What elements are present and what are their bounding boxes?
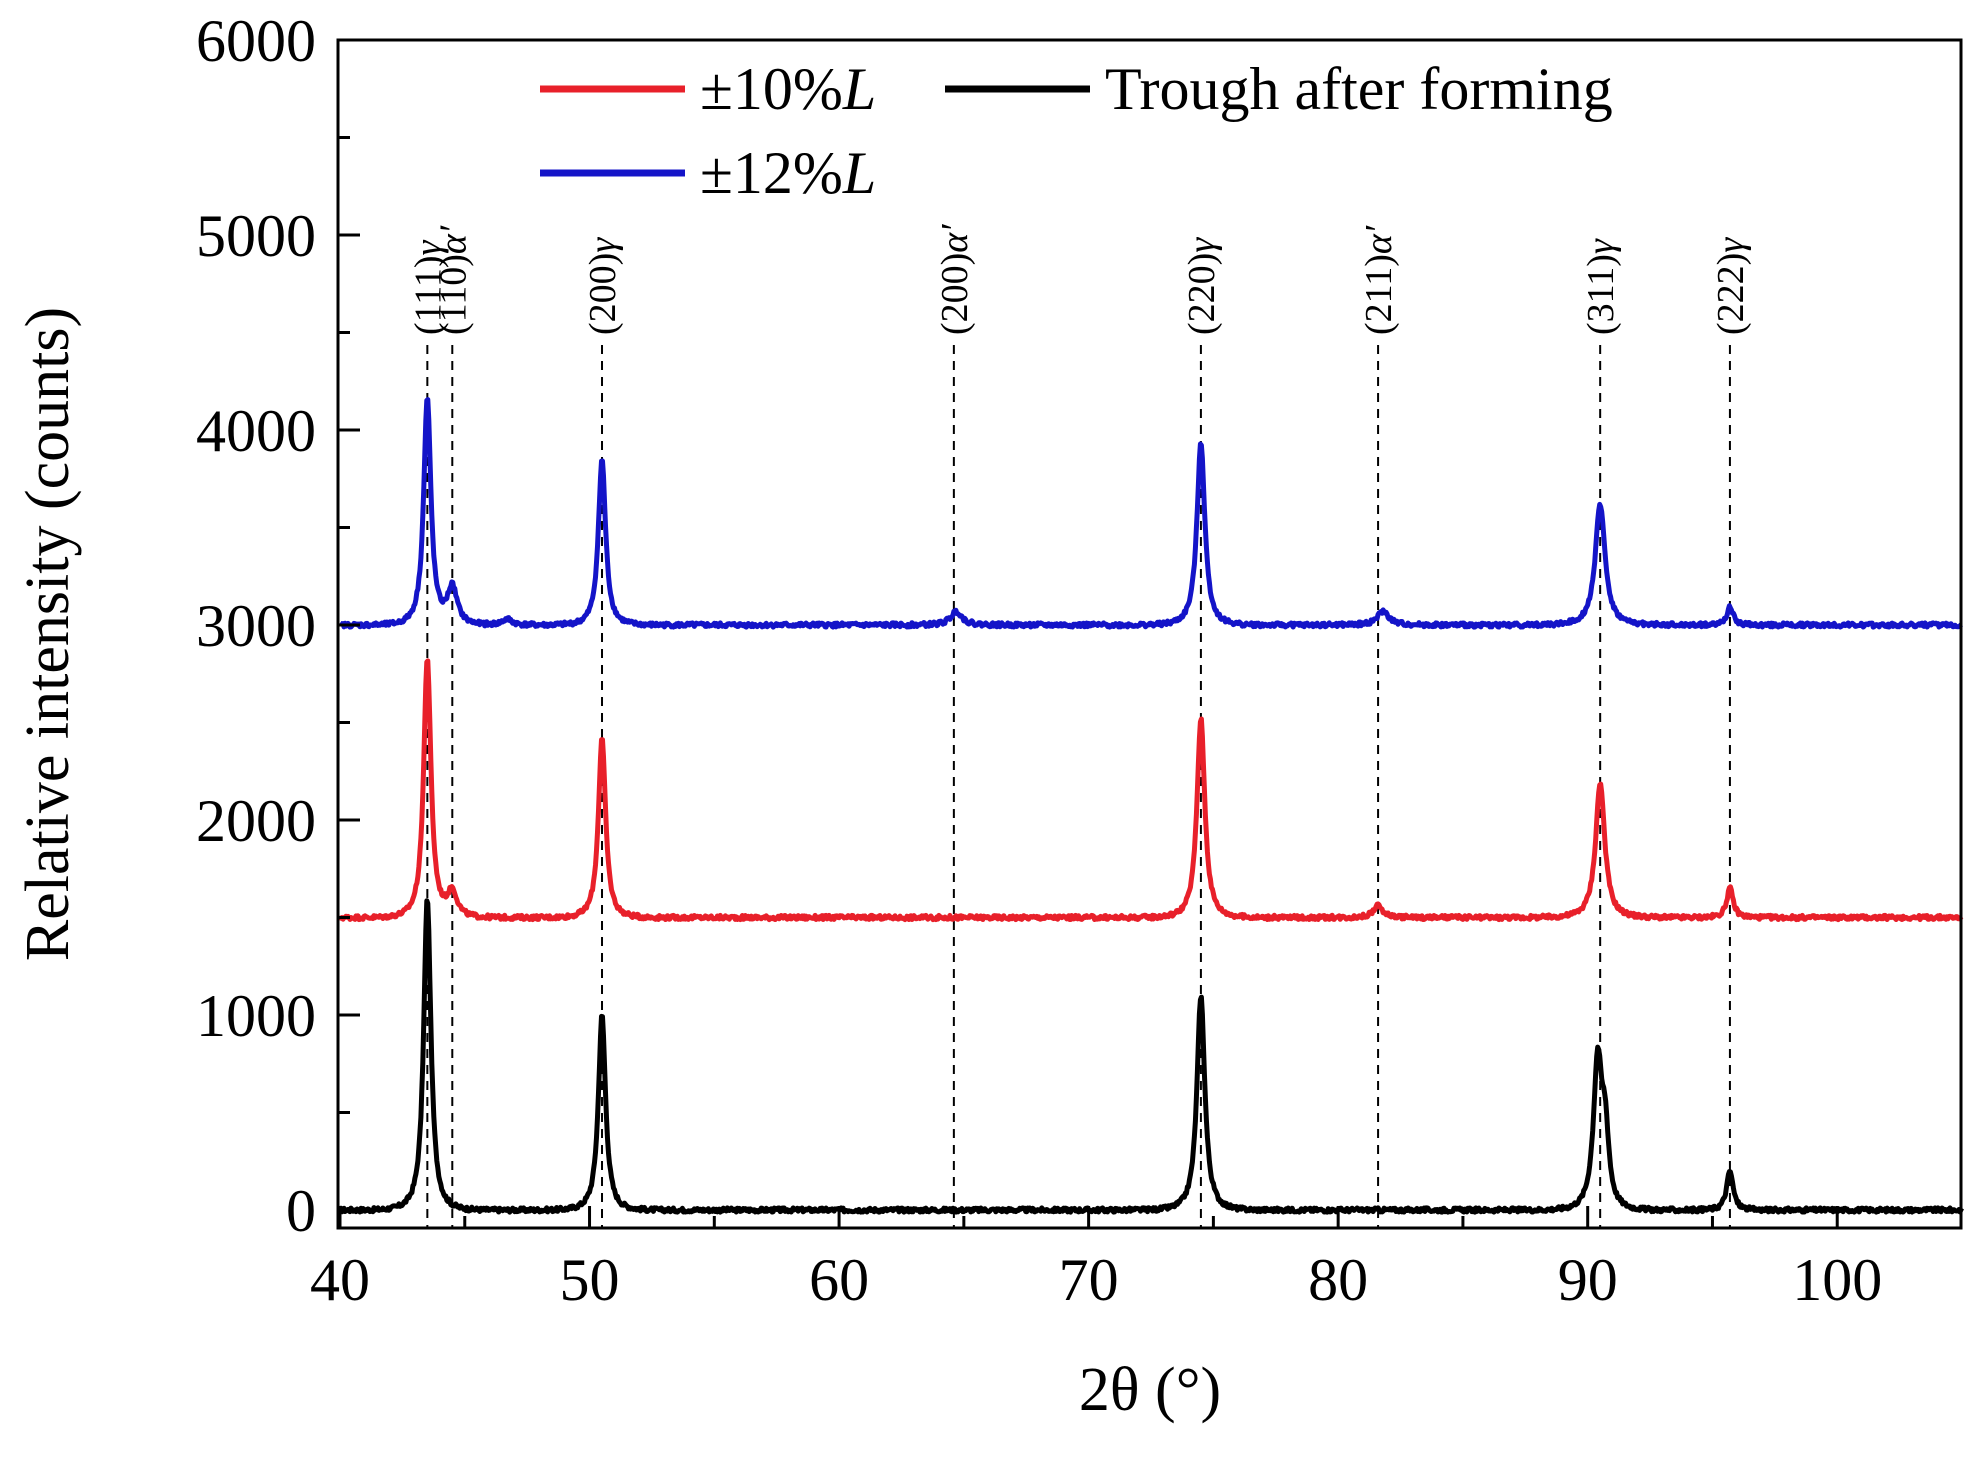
peak-label: (110)α′ bbox=[432, 225, 474, 335]
x-tick-label: 40 bbox=[310, 1247, 370, 1313]
x-axis-ticks: 40 50 60 70 80 90 100 bbox=[310, 1206, 1882, 1313]
series-line bbox=[338, 898, 1965, 1215]
x-tick-label: 60 bbox=[809, 1247, 869, 1313]
x-tick-label: 100 bbox=[1792, 1247, 1882, 1313]
peak-label: (200)α′ bbox=[934, 224, 976, 335]
peak-label: (200)γ bbox=[582, 237, 624, 335]
series-line bbox=[338, 397, 1964, 630]
y-tick-label: 6000 bbox=[196, 8, 316, 74]
y-tick-label: 2000 bbox=[196, 788, 316, 854]
y-tick-label: 5000 bbox=[196, 203, 316, 269]
peak-label: (311)γ bbox=[1580, 238, 1622, 335]
x-tick-label: 50 bbox=[560, 1247, 620, 1313]
legend: ±10%L Trough after forming ±12%L bbox=[540, 56, 1613, 206]
y-axis-ticks: 0 1000 2000 3000 4000 5000 6000 bbox=[196, 8, 360, 1244]
legend-label: ±10%L bbox=[700, 56, 876, 122]
peak-label: (222)γ bbox=[1710, 237, 1752, 335]
peak-label: (111)γ bbox=[407, 240, 449, 336]
peak-labels: (111)γ(110)α′ (200)γ (200)α′ (220)γ (211)α′ (… bbox=[407, 224, 1752, 335]
y-axis-title: Relative intensity (counts) bbox=[14, 307, 82, 961]
x-tick-label: 90 bbox=[1558, 1247, 1618, 1313]
legend-label: ±12%L bbox=[700, 140, 876, 206]
y-tick-label: 3000 bbox=[196, 593, 316, 659]
y-tick-label: 4000 bbox=[196, 398, 316, 464]
x-tick-label: 80 bbox=[1308, 1247, 1368, 1313]
y-tick-label: 0 bbox=[286, 1178, 316, 1244]
peak-reference-lines bbox=[426, 345, 1731, 1228]
plot-frame bbox=[336, 38, 1963, 1230]
series-group bbox=[337, 397, 1965, 1215]
legend-label: Trough after forming bbox=[1105, 56, 1613, 122]
peak-label: (220)γ bbox=[1181, 237, 1223, 335]
peak-label: (211)α′ bbox=[1358, 225, 1400, 335]
y-tick-label: 1000 bbox=[196, 983, 316, 1049]
x-tick-label: 70 bbox=[1059, 1247, 1119, 1313]
series-line bbox=[337, 658, 1964, 923]
x-axis-title: 2θ (°) bbox=[1079, 1356, 1221, 1424]
